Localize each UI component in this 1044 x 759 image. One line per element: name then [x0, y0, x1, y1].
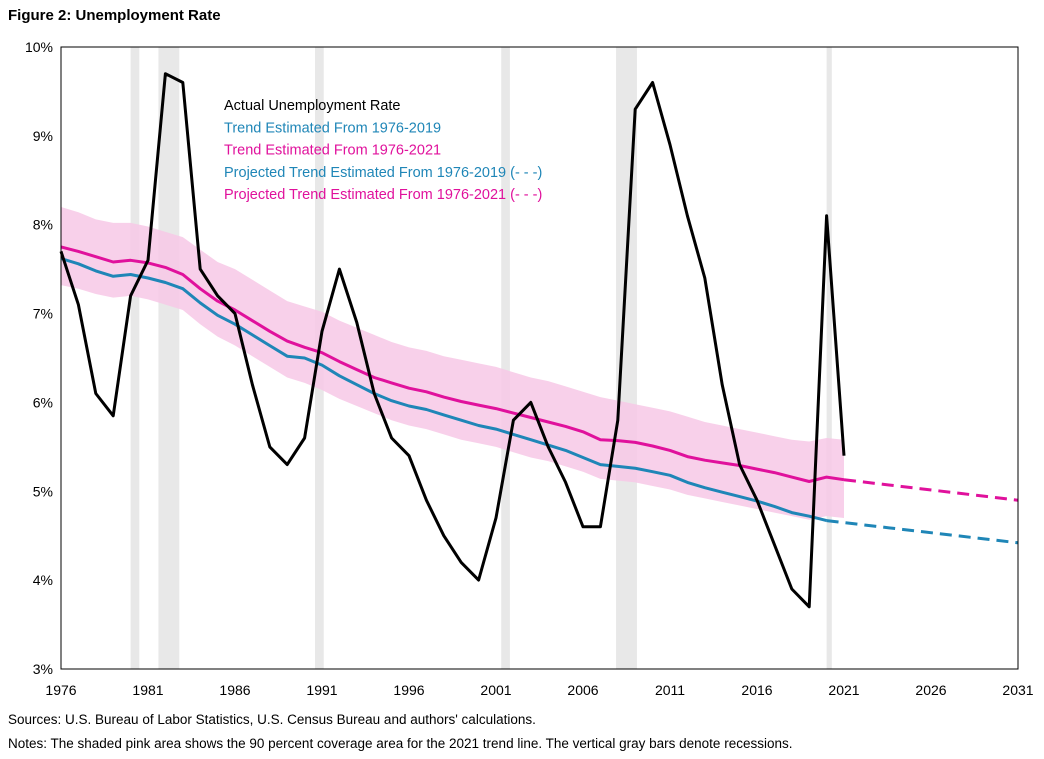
coverage-band-area [61, 206, 844, 520]
x-tick-labels: 1976 1981 1986 1991 1996 2001 2006 2011 2016 2021… [45, 682, 1033, 698]
projected-trend-2021-line [843, 478, 1019, 502]
y-tick-label: 5% [33, 483, 53, 499]
y-tick-label: 9% [33, 128, 53, 144]
notes-note: Notes: The shaded pink area shows the 90… [8, 736, 793, 751]
recession-bar-1 [158, 47, 180, 669]
x-tick-label: 2026 [915, 682, 946, 698]
x-tick-label: 2011 [655, 682, 685, 698]
recession-bar-3 [501, 47, 510, 669]
recession-bar-4 [616, 47, 637, 669]
trend-2021-line [60, 245, 845, 483]
legend-entry: Actual Unemployment Rate [224, 98, 401, 114]
legend-entry: Projected Trend Estimated From 1976-2019… [224, 165, 542, 181]
plot-frame [60, 46, 1019, 670]
y-tick-label: 4% [33, 572, 53, 588]
x-tick-label: 1996 [393, 682, 424, 698]
legend: Actual Unemployment Rate Trend Estimated … [224, 98, 542, 203]
x-tick-label: 1986 [219, 682, 250, 698]
x-tick-label: 2021 [828, 682, 859, 698]
unemployment-chart: 3% 4% 5% 6% 7% 8% 9% 10% 1976 1981 1986 1991 1996 20… [25, 39, 1034, 698]
trend-2019-line [60, 257, 827, 523]
y-tick-label: 8% [33, 217, 53, 233]
sources-note: Sources: U.S. Bureau of Labor Statistics… [8, 712, 536, 727]
legend-entry: Projected Trend Estimated From 1976-2021… [224, 187, 542, 203]
x-tick-label: 2006 [567, 682, 598, 698]
x-tick-label: 2001 [480, 682, 511, 698]
y-tick-label: 6% [33, 394, 53, 410]
series-lines [59, 72, 1019, 609]
actual-rate-line [59, 72, 846, 609]
coverage-band [61, 206, 844, 520]
x-tick-label: 2031 [1002, 682, 1033, 698]
x-tick-label: 1991 [306, 682, 337, 698]
projected-trend-2019-line [826, 519, 1019, 545]
x-tick-label: 2016 [741, 682, 772, 698]
legend-entry: Trend Estimated From 1976-2021 [224, 143, 441, 159]
legend-entry: Trend Estimated From 1976-2019 [224, 120, 441, 136]
x-tick-label: 1981 [132, 682, 163, 698]
recession-bar-5 [826, 47, 832, 669]
figure-title: Figure 2: Unemployment Rate [8, 7, 221, 24]
y-tick-label: 3% [33, 661, 53, 677]
recession-bar-0 [130, 47, 140, 669]
y-tick-labels: 3% 4% 5% 6% 7% 8% 9% 10% [25, 39, 53, 677]
y-tick-label: 7% [33, 306, 53, 322]
x-tick-label: 1976 [45, 682, 76, 698]
y-tick-label: 10% [25, 39, 53, 55]
